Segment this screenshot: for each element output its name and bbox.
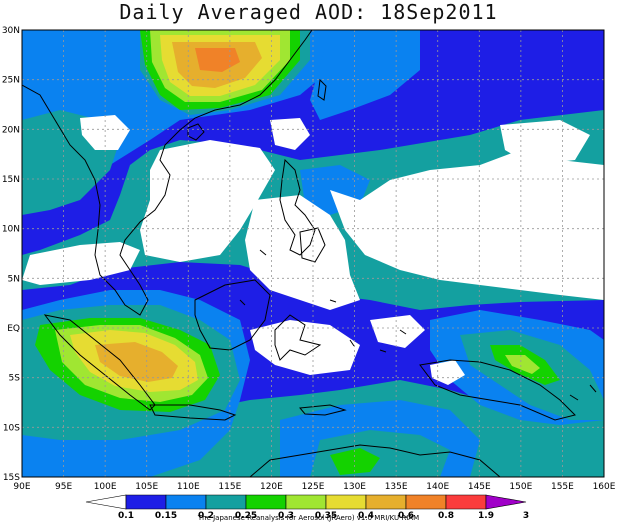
colorbar: 0.1 0.15 0.2 0.25 0.3 0.35 0.4 0.6 0.8 1.9 3 bbox=[85, 494, 529, 521]
lat-tick-label: 10S bbox=[3, 423, 20, 433]
aod-region-darkorange bbox=[195, 48, 240, 72]
colorbar-swatch bbox=[285, 494, 327, 510]
lon-tick-label: 135E bbox=[385, 482, 408, 492]
lat-tick-label: 25N bbox=[2, 76, 20, 86]
lon-tick-label: 150E bbox=[509, 482, 532, 492]
aod-region-white bbox=[370, 315, 425, 348]
colorbar-swatch bbox=[245, 494, 287, 510]
map-frame bbox=[21, 29, 605, 478]
colorbar-label: 0.4 bbox=[358, 511, 374, 521]
coastline-sumatra bbox=[43, 314, 156, 411]
colorbar-swatch bbox=[405, 494, 447, 510]
map-title: Daily Averaged AOD: 18Sep2011 bbox=[119, 0, 498, 24]
aod-region-white bbox=[22, 242, 140, 285]
lon-tick-label: 90E bbox=[13, 482, 30, 492]
colorbar-swatch bbox=[165, 494, 207, 510]
coastlines bbox=[22, 30, 597, 477]
coastline-borneo bbox=[194, 279, 271, 351]
lon-tick-label: 120E bbox=[260, 482, 283, 492]
colorbar-swatch bbox=[485, 494, 527, 510]
coastline-new-guinea bbox=[419, 359, 576, 421]
colorbar-swatch bbox=[85, 494, 127, 510]
coastline-hainan bbox=[187, 123, 205, 141]
aod-region-white bbox=[80, 115, 130, 150]
aod-region-white bbox=[330, 150, 604, 300]
aod-region-white bbox=[140, 140, 275, 262]
colorbar-swatch bbox=[125, 494, 167, 510]
lon-tick-label: 130E bbox=[343, 482, 366, 492]
lon-tick-label: 155E bbox=[551, 482, 574, 492]
colorbar-label: 0.25 bbox=[235, 511, 257, 521]
lon-tick-label: 115E bbox=[218, 482, 241, 492]
lon-tick-label: 145E bbox=[468, 482, 491, 492]
aod-region-white bbox=[270, 118, 310, 150]
colorbar-label: 0.2 bbox=[198, 511, 214, 521]
colorbar-label: 0.1 bbox=[118, 511, 134, 521]
lon-tick-label: 100E bbox=[94, 482, 117, 492]
colorbar-label: 0.6 bbox=[398, 511, 414, 521]
lon-tick-labels: 90E 95E 100E 105E 110E 115E 120E 125E 130E 135E 14… bbox=[13, 482, 615, 492]
lon-tick-label: 95E bbox=[55, 482, 72, 492]
lat-tick-label: 20N bbox=[2, 125, 20, 135]
coastline-taiwan bbox=[317, 78, 327, 101]
aod-region-orange bbox=[95, 342, 178, 382]
coastline-australia-north bbox=[249, 444, 501, 477]
colorbar-label: 1.9 bbox=[478, 511, 494, 521]
colorbar-label: 0.8 bbox=[438, 511, 454, 521]
lon-tick-label: 140E bbox=[426, 482, 449, 492]
aod-field bbox=[22, 30, 604, 477]
aod-region-white bbox=[430, 360, 465, 385]
lon-tick-label: 105E bbox=[135, 482, 158, 492]
lat-tick-label: 15S bbox=[3, 473, 20, 483]
colorbar-swatch bbox=[205, 494, 247, 510]
lat-tick-label: 30N bbox=[2, 26, 20, 36]
coastline-sulawesi bbox=[274, 314, 322, 361]
colorbar-label: 0.35 bbox=[315, 511, 337, 521]
lat-tick-label: EQ bbox=[7, 324, 20, 334]
colorbar-swatch bbox=[325, 494, 367, 510]
coastline-timor bbox=[299, 404, 347, 416]
colorbar-label: 3 bbox=[523, 511, 529, 521]
colorbar-label: 0.15 bbox=[155, 511, 177, 521]
credit-text: The Japanese Reanalysis for Aerosol (JRA… bbox=[197, 514, 420, 522]
coastline-small-islands bbox=[239, 249, 597, 401]
aod-region-white bbox=[250, 320, 360, 375]
lat-tick-label: 15N bbox=[2, 175, 20, 185]
aod-region-green bbox=[330, 448, 380, 475]
coastline-mindanao bbox=[299, 227, 326, 263]
colorbar-swatch bbox=[445, 494, 487, 510]
coastline-java bbox=[149, 404, 237, 421]
lat-tick-label: 5N bbox=[8, 274, 20, 284]
lat-tick-label: 10N bbox=[2, 225, 20, 235]
aod-region-white bbox=[500, 120, 590, 165]
coastline-philippines bbox=[279, 158, 316, 256]
lat-tick-label: 5S bbox=[9, 374, 21, 384]
lon-tick-label: 110E bbox=[177, 482, 200, 492]
lat-tick-labels: 30N 25N 20N 15N 10N 5N EQ 5S 10S 15S bbox=[2, 26, 20, 483]
colorbar-label: 0.3 bbox=[278, 511, 294, 521]
lon-tick-label: 160E bbox=[593, 482, 616, 492]
gridlines bbox=[22, 30, 604, 477]
coastline-mainland-asia bbox=[22, 30, 313, 316]
lon-tick-label: 125E bbox=[302, 482, 325, 492]
aod-region-yellowgreen bbox=[505, 355, 540, 374]
colorbar-swatch bbox=[365, 494, 407, 510]
aod-region-lightblue bbox=[310, 30, 420, 120]
